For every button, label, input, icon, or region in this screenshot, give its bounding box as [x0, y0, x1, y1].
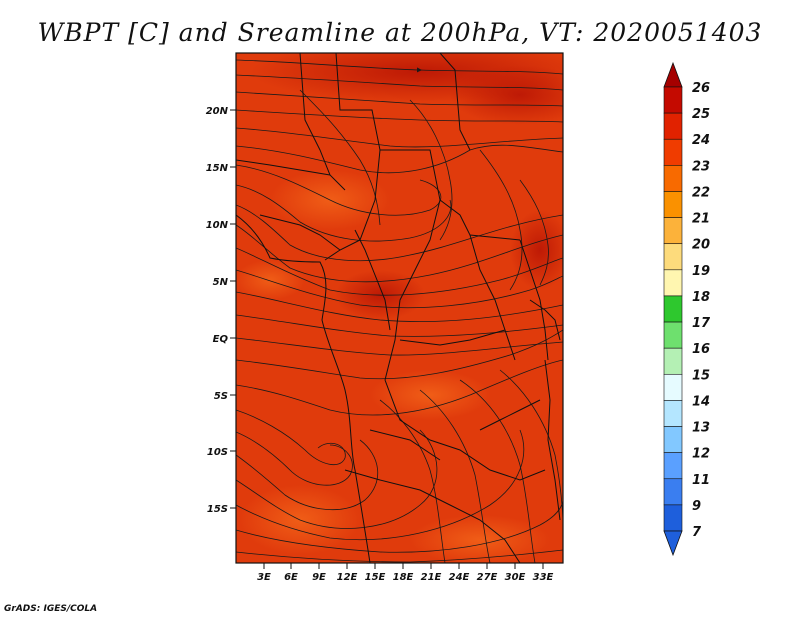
country-borders	[236, 53, 561, 563]
colorbar-box	[663, 373, 683, 401]
colorbar-box	[663, 504, 683, 532]
longitude-axis: 3E 6E 9E 12E 15E 18E 21E 24E 27E 30E 33E	[257, 563, 554, 583]
colorbar-box	[663, 478, 683, 506]
colorbar-label: 15	[692, 368, 710, 383]
map-frame	[235, 52, 564, 564]
lat-label-10n: 10N	[206, 220, 229, 231]
colorbar-label: 23	[692, 159, 710, 174]
lon-label-21e: 21E	[421, 572, 442, 583]
lon-label-33e: 33E	[533, 572, 554, 583]
colorbar-box	[663, 347, 683, 375]
colorbar-label: 21	[692, 212, 710, 227]
colorbar: 26 25 24 23 22 21 20 19 18 17 16 15 14 13 12 11 9 7	[663, 61, 711, 557]
colorbar-box	[663, 191, 683, 218]
colorbar-box	[663, 400, 683, 427]
colorbar-label: 26	[692, 81, 710, 96]
colorbar-box	[663, 295, 683, 323]
colorbar-label: 9	[692, 499, 701, 514]
colorbar-box	[663, 217, 683, 245]
colorbar-label: 13	[692, 421, 710, 436]
colorbar-label: 22	[692, 185, 710, 200]
colorbar-box	[663, 321, 683, 349]
lat-label-15s: 15S	[207, 504, 228, 515]
lon-label-30e: 30E	[505, 572, 526, 583]
lat-label-15n: 15N	[206, 163, 229, 174]
colorbar-label: 19	[692, 264, 710, 279]
lon-label-12e: 12E	[337, 572, 358, 583]
colorbar-bottom-arrow	[663, 530, 683, 557]
lon-label-24e: 24E	[449, 572, 470, 583]
colorbar-label: 7	[692, 525, 702, 540]
streamlines	[236, 59, 563, 563]
colorbar-box	[663, 452, 683, 480]
colorbar-top-arrow	[663, 61, 683, 88]
colorbar-box	[663, 426, 683, 453]
lat-label-5n: 5N	[213, 277, 229, 288]
colorbar-box	[663, 138, 683, 166]
colorbar-label: 16	[692, 342, 710, 357]
lon-label-27e: 27E	[477, 572, 498, 583]
lon-label-9e: 9E	[312, 572, 326, 583]
colorbar-label: 11	[692, 473, 710, 488]
lon-label-6e: 6E	[284, 572, 298, 583]
colorbar-box	[663, 86, 683, 114]
grads-credit: GrADS: IGES/COLA	[4, 604, 98, 614]
lat-label-eq: EQ	[213, 334, 229, 345]
lon-label-18e: 18E	[393, 572, 414, 583]
lon-label-15e: 15E	[365, 572, 386, 583]
colorbar-label: 18	[692, 290, 710, 305]
lat-label-10s: 10S	[207, 447, 228, 458]
latitude-axis: 20N 15N 10N 5N EQ 5S 10S 15S	[206, 106, 236, 515]
lat-label-20n: 20N	[206, 106, 229, 117]
colorbar-label: 20	[692, 238, 710, 253]
chart-title: WBPT [C] and Sreamline at 200hPa, VT: 20…	[37, 18, 763, 47]
lat-label-5s: 5S	[214, 391, 228, 402]
colorbar-label: 25	[692, 107, 710, 122]
colorbar-label: 17	[692, 316, 711, 331]
colorbar-label: 14	[692, 394, 710, 409]
colorbar-label: 12	[692, 447, 710, 462]
colorbar-box	[663, 269, 683, 297]
colorbar-box	[663, 243, 683, 271]
lon-label-3e: 3E	[257, 572, 271, 583]
colorbar-box	[663, 165, 683, 192]
colorbar-label: 24	[692, 133, 710, 148]
colorbar-box	[663, 112, 683, 140]
